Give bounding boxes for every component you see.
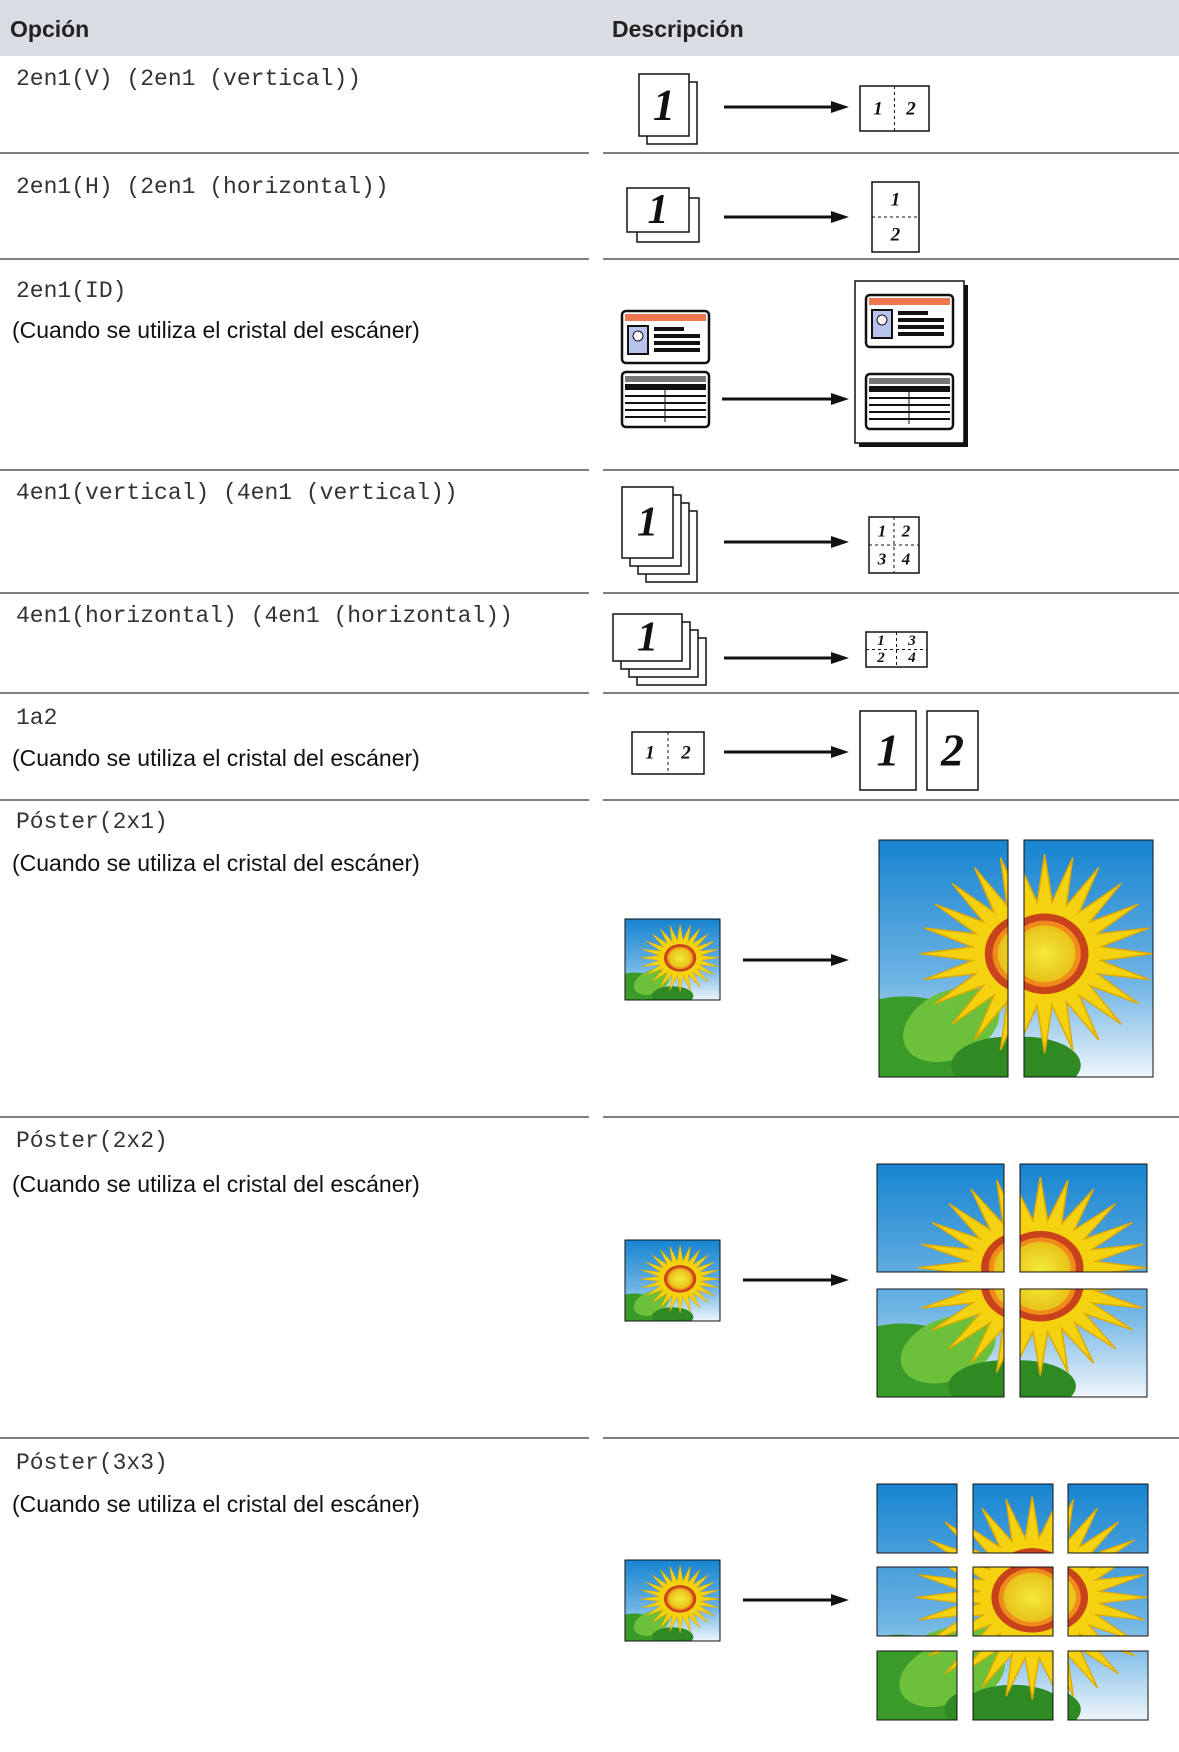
option-code: 1a2 xyxy=(16,705,57,731)
header-option: Opción xyxy=(10,16,89,42)
id-back-bar xyxy=(625,384,706,390)
page-sheet xyxy=(626,187,690,233)
arrow-head xyxy=(831,954,849,966)
tile-border xyxy=(972,1566,1054,1637)
option-note: (Cuando se utiliza el cristal del escáne… xyxy=(12,745,420,771)
tile-border xyxy=(876,1650,958,1721)
option-note: (Cuando se utiliza el cristal del escáne… xyxy=(12,317,420,343)
page-number: 1 xyxy=(891,190,901,211)
option-code: 4en1(horizontal) (4en1 (horizontal)) xyxy=(16,603,513,629)
tile-border xyxy=(624,918,721,1001)
sunflower xyxy=(625,1560,720,1641)
page-number: 2 xyxy=(890,225,901,246)
image-tile xyxy=(625,1240,720,1321)
page-number: 1 xyxy=(637,615,658,661)
page-number: 1 xyxy=(648,187,669,233)
tile-border xyxy=(878,839,1009,1078)
sunflower xyxy=(625,1240,720,1321)
id-text xyxy=(654,341,700,345)
tile-border xyxy=(1067,1566,1149,1637)
arrow-head xyxy=(831,101,849,113)
id-text xyxy=(898,332,944,336)
id-text xyxy=(898,318,944,322)
tile-border xyxy=(972,1650,1054,1721)
page-number: 1 xyxy=(878,522,887,541)
arrow-head xyxy=(831,393,849,405)
header-bar xyxy=(0,0,1179,56)
page-number: 1 xyxy=(877,633,885,649)
id-text xyxy=(898,311,928,315)
option-note: (Cuando se utiliza el cristal del escáne… xyxy=(12,850,420,876)
arrow-head xyxy=(831,652,849,664)
page-sheet xyxy=(621,486,674,559)
page-number: 1 xyxy=(645,743,655,764)
image-tile xyxy=(625,1560,720,1641)
id-back-bar xyxy=(625,376,706,382)
option-code: Póster(2x1) xyxy=(16,809,168,835)
page-number: 2 xyxy=(905,99,916,120)
page-sheet xyxy=(638,73,690,137)
arrow-head xyxy=(831,1274,849,1286)
tile-border xyxy=(1067,1483,1149,1554)
arrow-head xyxy=(831,211,849,223)
arrow-head xyxy=(831,746,849,758)
page-number: 4 xyxy=(901,550,911,569)
tile-border xyxy=(876,1163,1005,1273)
page-number: 2 xyxy=(901,522,911,541)
header-description: Descripción xyxy=(612,16,744,42)
id-card-band xyxy=(625,314,706,321)
tile-border xyxy=(972,1483,1054,1554)
arrow-head xyxy=(831,536,849,548)
option-code: 2en1(ID) xyxy=(16,278,126,304)
tile-border xyxy=(624,1239,721,1322)
option-code: 2en1(V) (2en1 (vertical)) xyxy=(16,66,361,92)
tile-border xyxy=(1019,1288,1148,1398)
tile-border xyxy=(876,1483,958,1554)
id-text xyxy=(898,325,944,329)
id-photo-head xyxy=(632,330,644,342)
option-code: Póster(2x2) xyxy=(16,1128,168,1154)
page-number: 1 xyxy=(637,500,658,546)
sunflower xyxy=(625,919,720,1000)
tile-border xyxy=(876,1566,958,1637)
id-text xyxy=(654,327,684,331)
page-sheet xyxy=(612,613,683,662)
page-number: 1 xyxy=(653,81,675,130)
image-tile xyxy=(625,919,720,1000)
tile-border xyxy=(1067,1650,1149,1721)
id-back-bar xyxy=(869,386,950,392)
id-photo-head xyxy=(876,314,888,326)
id-card-band xyxy=(869,298,950,305)
page-number: 3 xyxy=(907,633,916,649)
tile-border xyxy=(1023,839,1154,1078)
page-sheet xyxy=(926,710,979,791)
id-text xyxy=(654,348,700,352)
page-number: 1 xyxy=(877,725,900,776)
option-code: Póster(3x3) xyxy=(16,1450,168,1476)
page-number: 4 xyxy=(907,650,916,666)
page-number: 3 xyxy=(877,550,887,569)
option-note: (Cuando se utiliza el cristal del escáne… xyxy=(12,1171,420,1197)
option-note: (Cuando se utiliza el cristal del escáne… xyxy=(12,1491,420,1517)
id-text xyxy=(654,334,700,338)
tile-border xyxy=(876,1288,1005,1398)
id-back-bar xyxy=(869,378,950,384)
page-sheet xyxy=(859,710,917,791)
page-number: 1 xyxy=(873,99,883,120)
page-number: 2 xyxy=(940,725,964,776)
tile-border xyxy=(624,1559,721,1642)
page-number: 2 xyxy=(680,743,691,764)
page-number: 2 xyxy=(876,650,885,666)
option-code: 2en1(H) (2en1 (horizontal)) xyxy=(16,174,389,200)
option-code: 4en1(vertical) (4en1 (vertical)) xyxy=(16,480,458,506)
arrow-head xyxy=(831,1594,849,1606)
tile-border xyxy=(1019,1163,1148,1273)
